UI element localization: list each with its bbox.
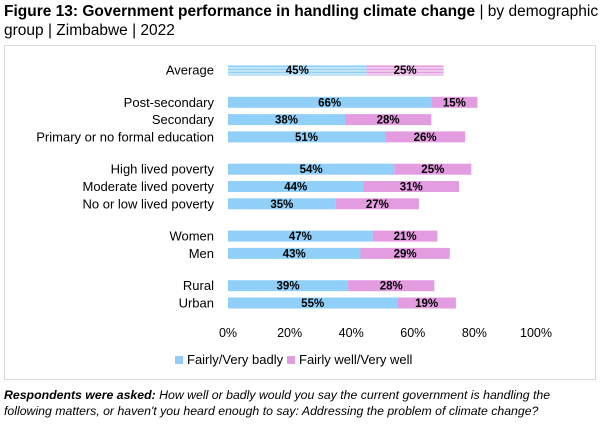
bar-well	[335, 198, 419, 210]
bar-badly	[228, 198, 336, 210]
footnote: Respondents were asked: How well or badl…	[4, 387, 598, 419]
category-label: Post-secondary	[124, 95, 215, 110]
bar-badly	[228, 163, 395, 175]
legend-item-well-label: Fairly well/Very well	[299, 352, 413, 367]
bar-well	[348, 280, 435, 292]
bar-well	[385, 131, 466, 143]
data-label: 21%	[394, 231, 417, 243]
data-label: 31%	[400, 182, 423, 194]
footnote-text: How well or badly would you say the curr…	[4, 388, 551, 418]
x-tick-label: 40%	[339, 326, 364, 340]
data-label: 29%	[394, 248, 417, 260]
bar-well	[394, 163, 472, 175]
data-label: 54%	[300, 164, 323, 176]
bar-well	[363, 181, 459, 192]
category-label: High lived poverty	[111, 162, 215, 177]
data-label: 19%	[415, 298, 438, 310]
x-tick-label: 80%	[462, 326, 487, 340]
bar-well	[397, 297, 456, 309]
data-label: 43%	[283, 248, 306, 260]
data-label: 15%	[443, 97, 466, 109]
category-label: Men	[189, 246, 214, 261]
bar-badly	[228, 114, 346, 126]
data-label: 66%	[318, 97, 341, 109]
data-label: 27%	[366, 199, 389, 211]
data-label: 38%	[275, 115, 298, 127]
bar-well	[431, 96, 478, 108]
data-label: 28%	[377, 115, 400, 127]
bar-well	[360, 247, 450, 259]
category-label: No or low lived poverty	[83, 196, 215, 211]
figure-title: Figure 13: Government performance in han…	[4, 2, 600, 40]
x-tick-label: 0%	[219, 326, 237, 340]
data-label: 45%	[286, 65, 309, 77]
bar-badly	[228, 96, 432, 108]
category-label: Primary or no formal education	[36, 129, 214, 144]
data-label: 26%	[414, 132, 437, 144]
data-label: 44%	[284, 182, 307, 194]
bar-badly	[228, 131, 386, 143]
bar-badly	[228, 230, 373, 242]
category-label: Urban	[179, 296, 214, 311]
x-tick-label: 20%	[277, 326, 302, 340]
stacked-bar-chart: Average 45% 25% Post-secondary 66% 15% Seconda…	[36, 63, 552, 368]
bar-well	[372, 230, 438, 242]
data-label: 25%	[421, 164, 444, 176]
bar-badly	[228, 297, 398, 309]
bar-badly	[228, 247, 361, 259]
bar-badly	[228, 280, 349, 292]
category-label: Rural	[183, 278, 214, 293]
bar-badly	[228, 64, 367, 76]
data-label: 55%	[301, 298, 324, 310]
category-label: Secondary	[152, 112, 215, 127]
data-label: 39%	[277, 281, 300, 293]
category-label: Moderate lived poverty	[82, 179, 214, 194]
footnote-lead: Respondents were asked:	[4, 388, 156, 402]
figure-title-bold: Figure 13: Government performance in han…	[4, 3, 476, 20]
legend-item-badly-swatch	[175, 356, 183, 364]
category-label: Average	[166, 63, 214, 78]
bar-badly	[228, 181, 364, 192]
data-label: 47%	[289, 231, 312, 243]
legend-item-well-swatch	[287, 356, 295, 364]
bar-well	[366, 64, 444, 76]
data-label: 35%	[270, 199, 293, 211]
figure-title-rest: | by demographic group | Zimbabwe | 2022	[4, 3, 599, 39]
data-label: 25%	[394, 65, 417, 77]
category-label: Women	[169, 229, 214, 244]
x-tick-label: 100%	[520, 326, 552, 340]
data-label: 51%	[295, 132, 318, 144]
data-label: 28%	[380, 281, 403, 293]
chart-frame	[4, 45, 596, 380]
legend-item-badly-label: Fairly/Very badly	[187, 352, 284, 367]
bar-well	[345, 114, 432, 126]
x-tick-label: 60%	[400, 326, 425, 340]
